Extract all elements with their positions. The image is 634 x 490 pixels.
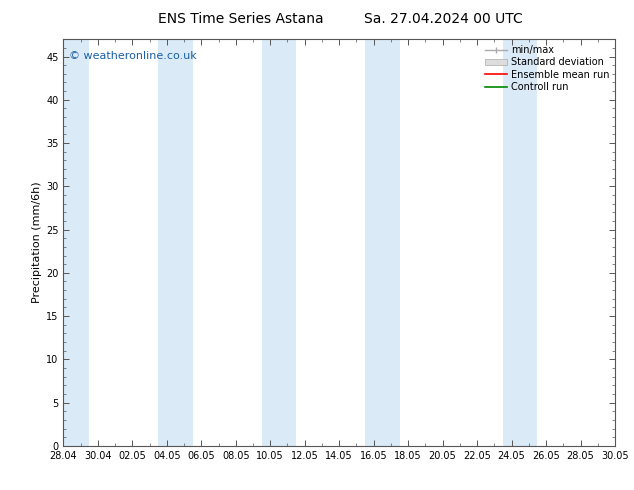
Text: ENS Time Series Astana: ENS Time Series Astana (158, 12, 324, 26)
Text: Sa. 27.04.2024 00 UTC: Sa. 27.04.2024 00 UTC (365, 12, 523, 26)
Bar (262, 39, 296, 446)
Y-axis label: Precipitation (mm/6h): Precipitation (mm/6h) (32, 182, 42, 303)
Bar (63, 39, 89, 446)
Bar (365, 39, 399, 446)
Legend: min/max, Standard deviation, Ensemble mean run, Controll run: min/max, Standard deviation, Ensemble me… (481, 41, 613, 96)
Text: © weatheronline.co.uk: © weatheronline.co.uk (69, 51, 197, 61)
Bar (158, 39, 193, 446)
Bar (503, 39, 538, 446)
